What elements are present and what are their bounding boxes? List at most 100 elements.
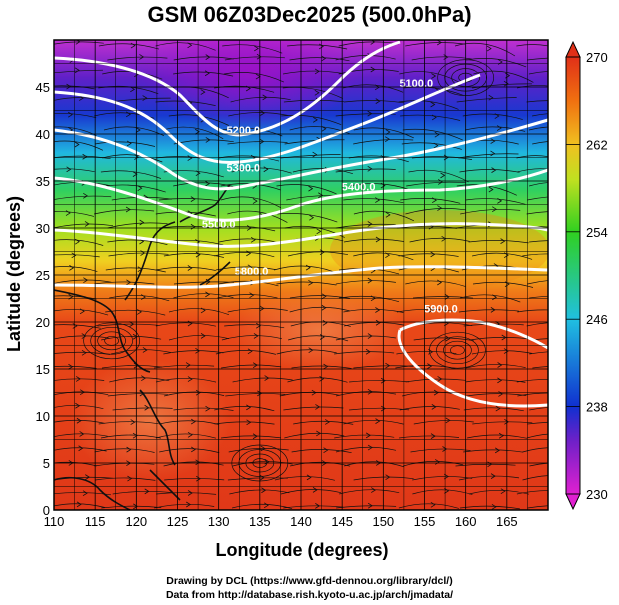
streamline-arrow bbox=[257, 390, 263, 397]
streamline bbox=[472, 281, 534, 288]
streamline-arrow bbox=[190, 418, 196, 425]
streamline-arrow bbox=[549, 268, 553, 273]
streamline bbox=[168, 335, 230, 341]
streamline bbox=[54, 419, 105, 424]
streamline bbox=[459, 505, 520, 510]
streamline bbox=[221, 335, 282, 341]
x-tick-label: 150 bbox=[372, 514, 394, 529]
streamline-arrow bbox=[130, 86, 136, 93]
streamline-arrow bbox=[205, 291, 211, 298]
streamline bbox=[215, 350, 276, 355]
streamline-arrow bbox=[430, 251, 436, 258]
streamline-arrow bbox=[83, 277, 89, 284]
streamline bbox=[159, 448, 220, 453]
streamline bbox=[529, 462, 548, 467]
streamline bbox=[465, 364, 526, 369]
streamline bbox=[231, 167, 292, 174]
streamline-arrow bbox=[312, 487, 318, 493]
streamline bbox=[107, 222, 168, 229]
streamline-arrow bbox=[503, 348, 509, 354]
streamline bbox=[218, 155, 280, 162]
streamline bbox=[460, 209, 521, 215]
streamline-arrow bbox=[442, 446, 448, 452]
streamline-arrow bbox=[79, 308, 85, 315]
streamline bbox=[527, 505, 548, 509]
streamline-arrow bbox=[561, 294, 565, 299]
streamline-arrow bbox=[318, 43, 324, 50]
streamline-arrow bbox=[371, 487, 376, 493]
streamline bbox=[411, 56, 472, 61]
streamline bbox=[100, 170, 162, 179]
streamline-arrow bbox=[314, 68, 320, 75]
streamline-arrow bbox=[261, 487, 267, 494]
streamline-arrow bbox=[554, 228, 558, 233]
streamline-arrow bbox=[367, 502, 373, 509]
streamline-arrow bbox=[200, 307, 206, 314]
streamline-arrow bbox=[367, 388, 373, 395]
streamline bbox=[527, 280, 548, 285]
streamline bbox=[156, 492, 217, 495]
streamline bbox=[532, 113, 548, 117]
streamline-arrow bbox=[385, 362, 391, 369]
streamline-arrow bbox=[249, 292, 255, 299]
streamline-arrow bbox=[262, 94, 268, 101]
streamline bbox=[458, 153, 519, 159]
streamline bbox=[336, 505, 397, 509]
streamline-arrow bbox=[195, 459, 201, 466]
y-axis-ticks: 0 5 10 15 20 25 30 35 40 45 bbox=[36, 80, 50, 518]
streamline-arrow bbox=[66, 166, 72, 173]
streamline-arrow bbox=[81, 333, 87, 339]
streamline bbox=[526, 322, 548, 327]
colorbar-label: 230 bbox=[586, 487, 608, 502]
streamline bbox=[412, 476, 473, 481]
streamline-arrow bbox=[428, 306, 434, 313]
streamline bbox=[283, 99, 344, 103]
streamline-arrow bbox=[187, 42, 193, 49]
streamline bbox=[54, 254, 100, 258]
vortex-ring bbox=[97, 331, 126, 351]
streamline bbox=[54, 168, 95, 173]
streamline-arrow bbox=[82, 153, 88, 160]
streamline bbox=[532, 338, 548, 341]
streamline-arrow bbox=[498, 432, 504, 439]
streamline bbox=[222, 44, 283, 54]
streamline bbox=[405, 378, 466, 383]
streamline bbox=[526, 100, 548, 103]
streamline bbox=[280, 489, 342, 495]
streamline-arrow bbox=[247, 348, 253, 355]
streamline bbox=[462, 113, 523, 120]
streamline-arrow bbox=[433, 142, 439, 149]
streamline bbox=[288, 335, 349, 342]
streamline bbox=[526, 433, 548, 439]
streamline-arrow bbox=[260, 445, 266, 452]
streamline-arrow bbox=[205, 180, 210, 187]
streamline-arrow bbox=[561, 181, 565, 186]
streamline bbox=[227, 307, 288, 313]
streamline-arrow bbox=[195, 347, 201, 354]
streamline bbox=[228, 112, 289, 117]
streamline-arrow bbox=[561, 238, 565, 243]
streamline bbox=[227, 141, 288, 145]
streamline-arrow bbox=[486, 45, 492, 52]
streamline-arrow bbox=[79, 389, 85, 396]
streamline-arrow bbox=[200, 89, 206, 95]
streamline-arrow bbox=[315, 503, 321, 509]
streamline-arrow bbox=[437, 205, 443, 211]
streamline bbox=[399, 406, 460, 411]
streamline bbox=[54, 195, 112, 200]
streamline-arrow bbox=[84, 221, 90, 227]
streamline-arrow bbox=[561, 71, 565, 76]
y-tick-label: 45 bbox=[36, 80, 50, 95]
streamline-arrow bbox=[384, 136, 390, 143]
streamline-arrow bbox=[490, 473, 496, 479]
streamline-arrow bbox=[187, 155, 193, 161]
streamline-arrow bbox=[431, 404, 437, 410]
streamline bbox=[274, 476, 335, 481]
streamline-arrow bbox=[75, 402, 81, 409]
streamline-arrow bbox=[75, 376, 81, 382]
streamline-arrow bbox=[252, 433, 258, 440]
streamline-arrow bbox=[431, 114, 437, 121]
streamline bbox=[154, 504, 215, 509]
contour-label: 5300.0 bbox=[227, 163, 261, 175]
